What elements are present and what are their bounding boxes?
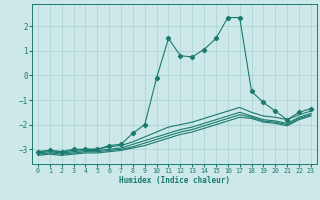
- X-axis label: Humidex (Indice chaleur): Humidex (Indice chaleur): [119, 176, 230, 185]
